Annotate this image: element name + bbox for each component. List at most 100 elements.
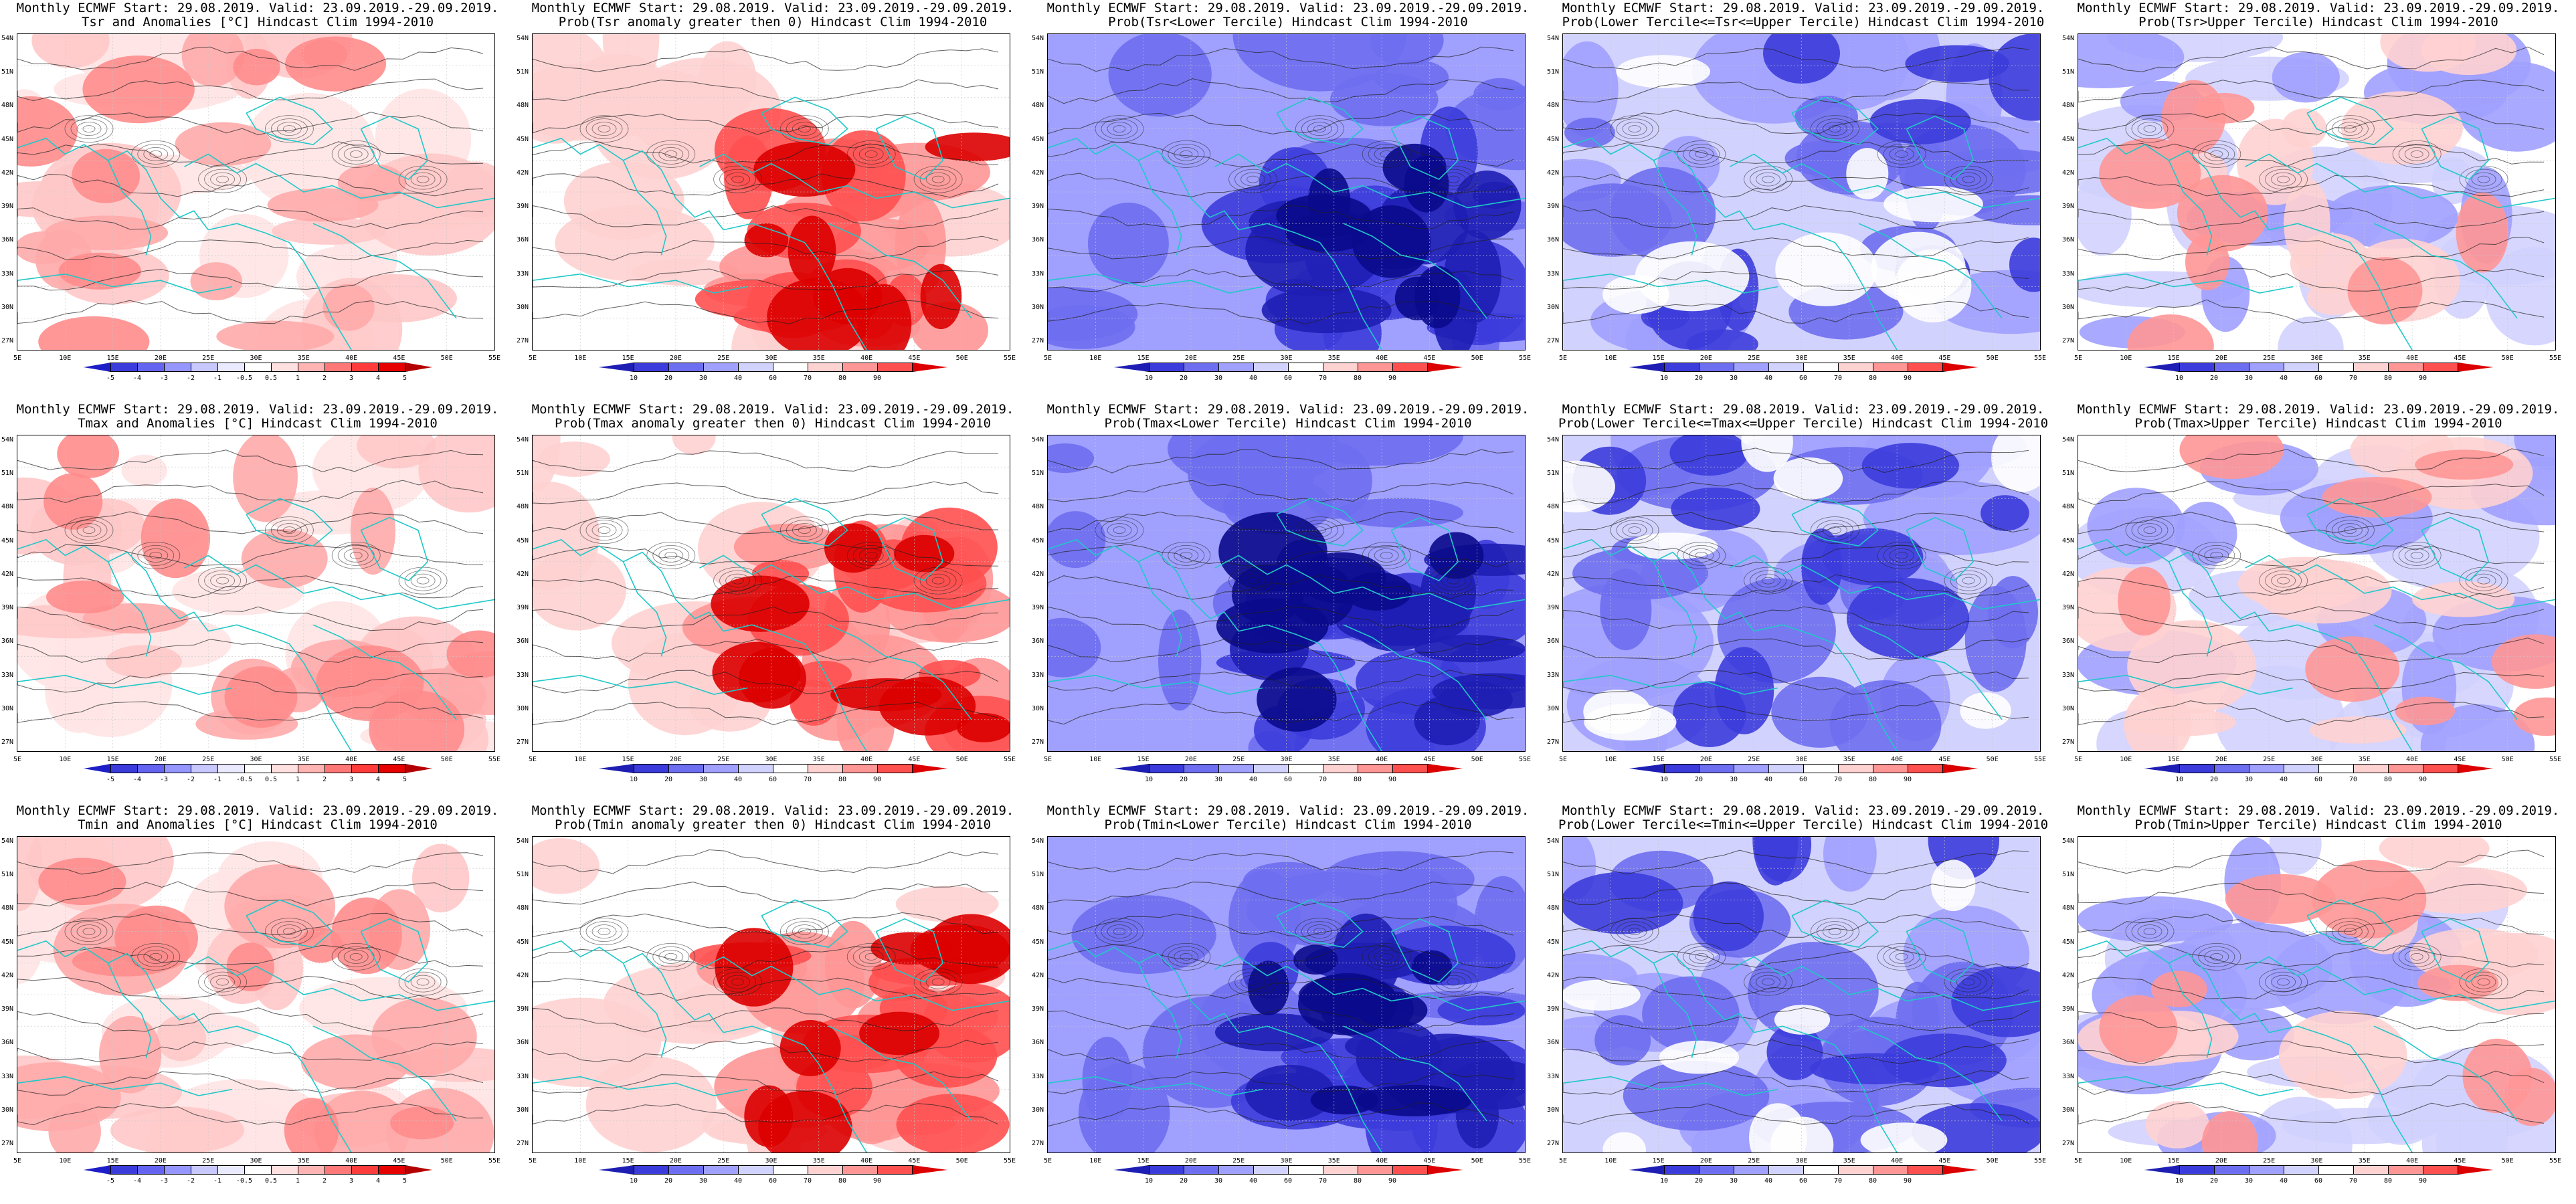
coastline (17, 940, 209, 1033)
coastline (1343, 624, 1487, 720)
terrain-contour (2465, 971, 2502, 993)
longitude-label: 5E (13, 756, 22, 763)
temperature-contour (17, 544, 484, 567)
latitude-label: 30N (1547, 1106, 1560, 1114)
shaded-area (1188, 435, 1315, 518)
colorbar-tick-label: 20 (2209, 375, 2219, 382)
colorbar-segment (1873, 363, 1908, 372)
longitude-label: 30E (2310, 355, 2323, 362)
colorbar: 10 20 30 40 60 70 80 90 (1629, 363, 1978, 382)
shaded-area (121, 454, 167, 487)
temperature-contour (1048, 110, 1514, 134)
coastline (1276, 899, 1364, 948)
colorbar-segment (298, 363, 325, 372)
shaded-area (331, 897, 402, 975)
shaded-area (82, 56, 195, 124)
terrain-contour (1234, 570, 1272, 591)
longitude-label: 45E (1938, 756, 1951, 763)
longitude-label: 30E (1280, 355, 1293, 362)
longitude-label: 15E (1137, 355, 1149, 362)
longitude-label: 55E (2549, 355, 2562, 362)
shaded-area (1048, 443, 1095, 474)
coastline (533, 273, 748, 294)
shaded-area (323, 284, 375, 331)
shaded-area (1411, 950, 1453, 985)
latitude-label: 33N (1032, 270, 1044, 278)
terrain-contour (1962, 577, 1975, 585)
terrain-contour (2471, 172, 2496, 187)
colorbar-tick-label: 4 (375, 776, 381, 783)
shaded-area (1293, 944, 1338, 975)
longitude-label: 45E (1423, 1157, 1436, 1165)
terrain-contour (416, 175, 430, 183)
shaded-area (895, 886, 999, 922)
colorbar-tick-label: 30 (2244, 375, 2253, 382)
terrain-contour (2459, 567, 2508, 595)
colorbar: -5 -4 -3 -2 -1 -0.5 0.5 1 2 3 4 5 (84, 363, 432, 382)
latitude-label: 39N (1032, 604, 1044, 612)
colorbar-tick-label: 70 (2349, 1177, 2358, 1185)
colorbar-tick-label: 60 (768, 776, 777, 783)
colorbar-tick-label: -1 (213, 375, 222, 382)
map-plot-area (2078, 33, 2556, 350)
temperature-contour (1563, 881, 2029, 905)
latitude-label: 39N (1032, 203, 1044, 211)
panel-title-line1: Monthly ECMWF Start: 29.08.2019. Valid: … (1562, 803, 2045, 818)
colorbar-segment (1218, 1165, 1254, 1175)
shaded-area (1861, 443, 1960, 489)
terrain-contour (2337, 122, 2363, 136)
temperature-contour (533, 606, 999, 630)
coastline (1858, 624, 2003, 720)
shaded-area (2324, 185, 2458, 249)
latitude-label: 27N (1032, 738, 1044, 746)
colorbar-segment (1184, 363, 1219, 372)
terrain-contour (1313, 928, 1326, 936)
shaded-area (1659, 1040, 1740, 1074)
longitude-label: 35E (812, 355, 825, 362)
colorbar-tick-label: 20 (1179, 375, 1188, 382)
terrain-contour (1877, 140, 1926, 168)
colorbar-segment (2179, 363, 2215, 372)
shaded-area (779, 1019, 841, 1076)
latitude-label: 51N (2062, 470, 2075, 478)
longitude-label: 25E (717, 756, 730, 763)
panel-title: Monthly ECMWF Start: 29.08.2019. Valid: … (1546, 804, 2061, 832)
colorbar-segment (703, 363, 739, 372)
colorbar-tick-label: 2 (322, 375, 327, 382)
temperature-contour (2078, 80, 2545, 103)
colorbar-tick-label: -5 (106, 375, 115, 382)
longitude-label: 45E (1423, 355, 1436, 362)
colorbar-tick-label: 80 (1353, 1177, 1362, 1185)
longitude-label: 5E (1558, 355, 1568, 362)
panel-title: Monthly ECMWF Start: 29.08.2019. Valid: … (0, 403, 515, 431)
panel-title: Monthly ECMWF Start: 29.08.2019. Valid: … (0, 804, 515, 832)
temperature-contour (2078, 914, 2545, 937)
shaded-area (2087, 488, 2185, 565)
terrain-contour (1295, 516, 1344, 544)
terrain-contour (1301, 520, 1338, 541)
latitude-label: 42N (1, 169, 14, 177)
longitude-label: 20E (1699, 756, 1712, 763)
latitude-label: 36N (517, 236, 529, 244)
shaded-area (2322, 477, 2432, 518)
latitude-label: 48N (2062, 102, 2075, 110)
terrain-contour (131, 140, 181, 168)
temperature-contour (1048, 606, 1514, 631)
longitude-label: 10E (59, 756, 72, 763)
terrain-contour (591, 523, 617, 538)
shaded-area (2078, 34, 2185, 88)
terrain-contour (198, 165, 248, 193)
temperature-contour (2078, 237, 2545, 261)
terrain-contour (410, 172, 436, 187)
terrain-contour (282, 928, 296, 936)
colorbar-tick-label: 20 (2209, 776, 2219, 783)
terrain-contour (1895, 952, 1908, 961)
colorbar-segment (405, 363, 432, 372)
shaded-area (369, 690, 465, 751)
colorbar-tick-label: -4 (132, 375, 142, 382)
longitude-label: 15E (1652, 756, 1665, 763)
colorbar-segment (1734, 363, 1769, 372)
coastline (2245, 956, 2555, 1011)
temperature-contour (1563, 268, 2029, 292)
colorbar-tick-label: -5 (106, 1177, 115, 1185)
